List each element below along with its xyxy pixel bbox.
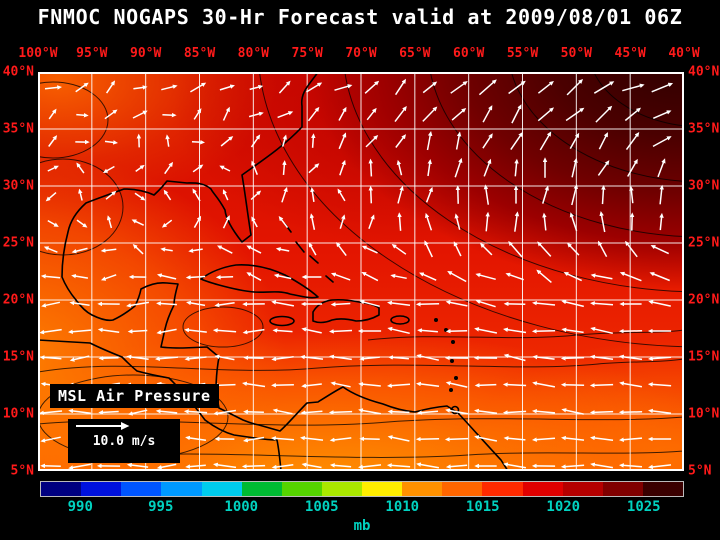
lat-label: 40°N	[688, 64, 720, 80]
colorbar-segment	[81, 482, 122, 496]
lat-label: 35°N	[688, 121, 720, 137]
colorbar-unit: mb	[353, 518, 371, 534]
latlon-grid	[38, 72, 684, 471]
lon-label: 50°W	[560, 46, 592, 61]
page-title: FNMOC NOGAPS 30-Hr Forecast valid at 200…	[37, 5, 683, 29]
lat-label: 35°N	[2, 121, 34, 137]
colorbar-segment	[41, 482, 82, 496]
lon-label: 90°W	[130, 46, 162, 61]
lon-label: 60°W	[453, 46, 485, 61]
colorbar-tick: 1005	[304, 499, 339, 515]
colorbar-tick: 1000	[224, 499, 259, 515]
lon-label: 70°W	[345, 46, 377, 61]
lon-label: 100°W	[18, 46, 58, 61]
colorbar-segment	[402, 482, 443, 496]
colorbar-segment	[602, 482, 643, 496]
colorbar-tick: 1015	[465, 499, 500, 515]
lat-label: 15°N	[688, 349, 720, 365]
lon-label: 85°W	[183, 46, 216, 61]
colorbar-segment	[281, 482, 322, 496]
colorbar-segment	[362, 482, 403, 496]
map-border	[38, 72, 684, 471]
lat-label: 20°N	[2, 292, 34, 308]
wind-arrows	[39, 78, 674, 470]
colorbar-segment	[241, 482, 282, 496]
colorbar-segment	[642, 482, 683, 496]
colorbar-segment	[482, 482, 523, 496]
colorbar	[40, 481, 684, 497]
wind-legend: 10.0 m/s	[68, 419, 180, 463]
colorbar-segment	[562, 482, 603, 496]
lon-label: 40°W	[668, 46, 700, 61]
lat-label: 10°N	[688, 406, 720, 422]
colorbar-segment	[522, 482, 563, 496]
lat-label: 15°N	[2, 349, 34, 365]
colorbar-segment	[121, 482, 162, 496]
colorbar-tick: 990	[67, 499, 93, 515]
lat-label: 25°N	[688, 235, 720, 251]
wind-scale-arrow	[76, 422, 130, 430]
lat-label: 5°N	[688, 463, 712, 479]
colorbar-tick: 1010	[385, 499, 420, 515]
lat-label: 5°N	[10, 463, 34, 479]
lat-label: 40°N	[2, 64, 34, 80]
map-graphics	[38, 72, 684, 471]
lon-label: 75°W	[291, 46, 323, 61]
colorbar-tick: 995	[148, 499, 174, 515]
lon-label: 65°W	[399, 46, 431, 61]
colorbar-segment	[201, 482, 242, 496]
field-label: MSL Air Pressure	[50, 384, 219, 408]
lat-label: 10°N	[2, 406, 34, 422]
colorbar-segment	[321, 482, 362, 496]
map-area: MSL Air Pressure 10.0 m/s	[38, 72, 684, 471]
colorbar-tick: 1025	[626, 499, 661, 515]
lon-label: 95°W	[76, 46, 108, 61]
lat-label: 30°N	[2, 178, 34, 194]
lon-label: 55°W	[506, 46, 539, 61]
lat-label: 25°N	[2, 235, 34, 251]
wind-speed-label: 10.0 m/s	[92, 433, 156, 449]
lon-label: 80°W	[237, 46, 269, 61]
colorbar-segment	[161, 482, 202, 496]
lon-label: 45°W	[614, 46, 646, 61]
lat-label: 20°N	[688, 292, 720, 308]
colorbar-segment	[442, 482, 483, 496]
colorbar-tick: 1020	[546, 499, 581, 515]
lat-label: 30°N	[688, 178, 720, 194]
